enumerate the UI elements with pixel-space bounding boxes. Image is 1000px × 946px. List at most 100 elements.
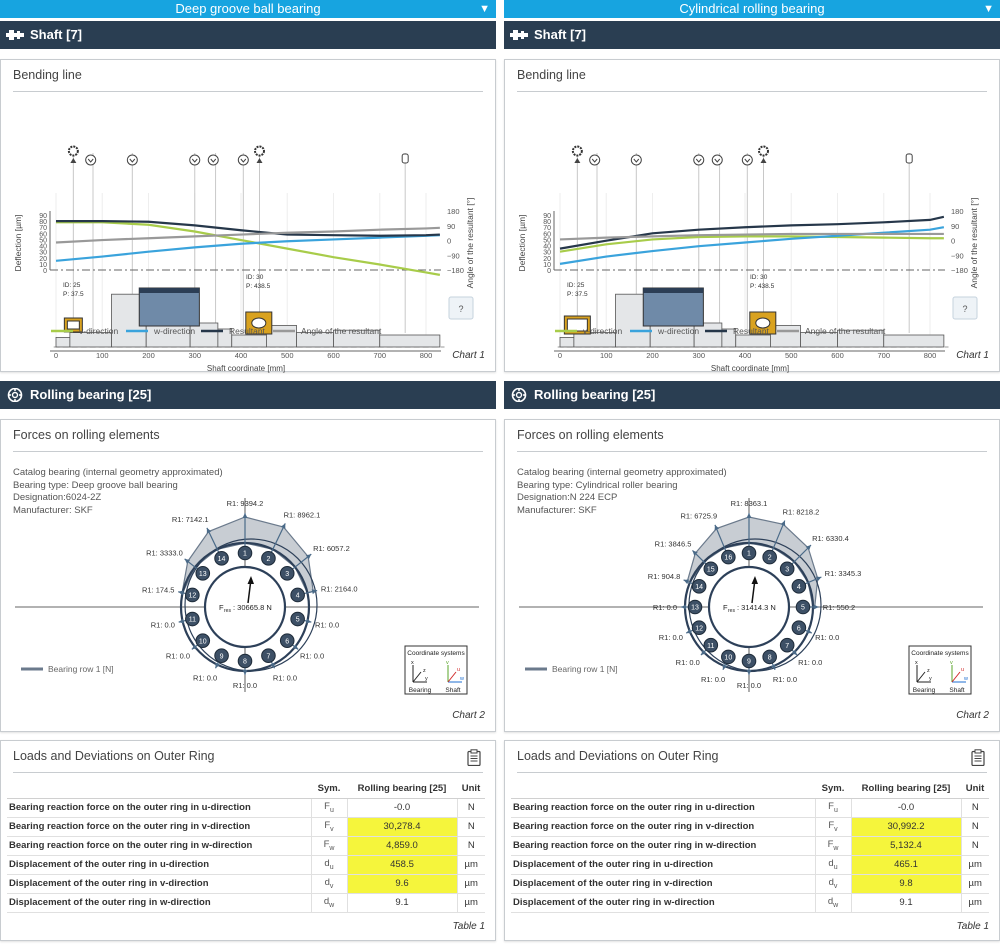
rolling-element (762, 649, 777, 665)
legend-label: Angle of the resultant (301, 326, 382, 336)
loads-panel: Loads and Deviations on Outer Ring Sym. … (504, 740, 1000, 941)
rolling-element-number: 2 (266, 556, 270, 563)
coord-title: Coordinate systems (407, 650, 465, 657)
y-axis-label: Deflection [µm] (517, 215, 527, 272)
rolling-element (261, 648, 276, 663)
row-value[interactable]: -0.0 (347, 798, 458, 818)
force-label: R1: 0.0 (653, 603, 677, 612)
fres-symbol: F (723, 603, 728, 612)
forces-panel: Forces on rolling elements Catalog beari… (504, 419, 1000, 732)
bearing-1-inner (66, 320, 80, 330)
help-button (952, 296, 978, 320)
row-value[interactable]: 465.1 (851, 855, 962, 875)
row-value[interactable]: 9.1 (347, 893, 458, 913)
support-icon (633, 158, 640, 163)
series-line-angle-of-the-resultant (559, 232, 944, 241)
y-tick-label: 80 (39, 219, 47, 226)
symbol-letter: d (828, 858, 834, 870)
y-tick-label: 10 (543, 262, 551, 269)
y-tick-label: 10 (39, 262, 47, 269)
rolling-element-number: 3 (785, 566, 789, 573)
legend-label: Resultant (733, 326, 770, 336)
force-label: R1: 174.5 (142, 586, 175, 595)
collapse-icon[interactable]: ▼ (479, 3, 490, 15)
support-icon (210, 158, 217, 163)
axis-letter: v (446, 660, 449, 666)
chart-caption: Chart 1 (956, 350, 989, 361)
bearing-section-header[interactable]: Rolling bearing [25] (0, 381, 496, 409)
force-arrowhead (681, 604, 686, 610)
resultant-arrowhead (751, 576, 758, 584)
symbol-subscript: v (833, 882, 838, 890)
panel-title: Forces on rolling elements (13, 428, 160, 442)
row-value[interactable]: -0.0 (851, 798, 962, 818)
row-value[interactable]: 30,992.2 (851, 817, 962, 837)
table-row: Bearing reaction force on the outer ring… (511, 817, 989, 837)
shaft-section-header[interactable]: Shaft [7] (0, 21, 496, 49)
x-tick-label: 0 (558, 351, 562, 360)
bending-line-chart: Deflection [µm] Angle of the resultant [°… (13, 145, 475, 373)
variant-header[interactable]: Cylindrical rolling bearing ▼ (504, 0, 1000, 18)
row-description: Displacement of the outer ring in u-dire… (7, 855, 312, 875)
symbol-letter: d (828, 877, 834, 889)
support-icon (714, 158, 721, 163)
row-symbol: dw (311, 893, 348, 913)
row-value[interactable]: 458.5 (347, 855, 458, 875)
y2-tick-label: −90 (447, 251, 460, 260)
shaft-section (559, 336, 575, 348)
shaft-section-header[interactable]: Shaft [7] (504, 21, 1000, 49)
rolling-element-number: 1 (747, 551, 751, 558)
axis-letter: y (425, 676, 428, 682)
row-value[interactable]: 4,859.0 (347, 836, 458, 856)
inner-ring (203, 565, 287, 649)
force-label: R1: 0.0 (701, 675, 725, 684)
force-arrowhead (722, 664, 728, 670)
force-label: R1: 0.0 (798, 658, 822, 667)
symbol-subscript: u (329, 806, 334, 814)
row-value[interactable]: 5,132.4 (851, 836, 962, 856)
fres-value: : 30665.8 N (233, 603, 272, 612)
clipboard-icon[interactable] (467, 749, 481, 766)
bearing-axis-z (412, 671, 422, 683)
rolling-element-number: 10 (199, 638, 207, 645)
resultant-arrowhead (247, 576, 254, 584)
force-icon (760, 158, 767, 163)
symbol-letter: d (323, 896, 330, 908)
table-row: Displacement of the outer ring in w-dire… (7, 893, 485, 913)
row-description: Displacement of the outer ring in v-dire… (511, 874, 816, 894)
type-line: Bearing type: Cylindrical roller bearing (517, 479, 678, 491)
symbol-letter: d (827, 896, 834, 908)
variant-header[interactable]: Deep groove ball bearing ▼ (0, 0, 496, 18)
force-arrowhead (686, 628, 692, 634)
bearing-pos-label: P: 438.5 (246, 283, 271, 290)
rolling-element (703, 561, 719, 577)
y2-axis-label: Angle of the resultant [°] (465, 198, 475, 289)
row-unit: N (457, 836, 485, 856)
row-symbol: Fv (815, 817, 852, 837)
collapse-icon[interactable]: ▼ (983, 3, 994, 15)
row-description: Bearing reaction force on the outer ring… (511, 798, 816, 818)
symbol-subscript: v (330, 825, 334, 833)
rolling-element (261, 551, 276, 566)
bearing-section-header[interactable]: Rolling bearing [25] (504, 381, 1000, 409)
rolling-element-number: 8 (243, 659, 247, 666)
y2-tick-label: 180 (447, 207, 460, 216)
force-arrowhead (791, 649, 798, 656)
header-description (7, 779, 311, 799)
divider (517, 91, 987, 92)
row-value[interactable]: 30,278.4 (347, 817, 458, 837)
divider (13, 91, 483, 92)
header-value: Rolling bearing [25] (851, 779, 961, 799)
clipboard-icon[interactable] (971, 749, 985, 766)
y-tick-label: 90 (39, 213, 47, 220)
series-line-w-direction (55, 234, 440, 262)
row-value[interactable]: 9.8 (851, 874, 962, 894)
legend-label: v-direction (79, 326, 118, 336)
row-unit: N (961, 817, 989, 837)
rolling-element (741, 545, 757, 561)
row-value[interactable]: 9.6 (347, 874, 458, 894)
force-arrowhead (270, 662, 275, 669)
row-description: Displacement of the outer ring in v-dire… (7, 874, 312, 894)
row-value[interactable]: 9.1 (851, 893, 962, 913)
